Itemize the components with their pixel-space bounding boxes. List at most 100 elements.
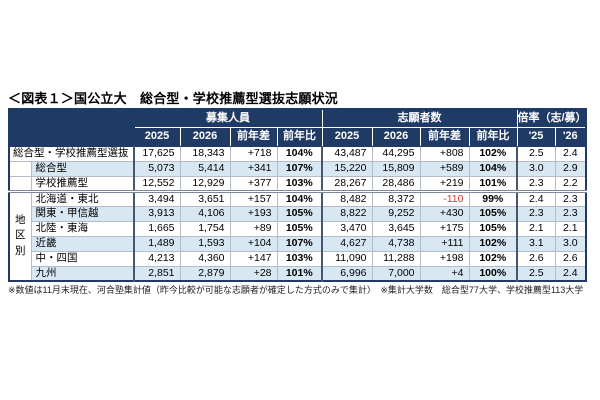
row-label: 総合型・学校推薦型選抜 [8, 145, 135, 162]
table-row: 学校推薦型 12,552 12,929 +377 103% 28,267 28,486 +21… [8, 175, 587, 192]
value-cell: 2.1 [554, 220, 587, 237]
value-cell: 104% [276, 189, 323, 207]
value-cell: 8,482 [321, 189, 373, 207]
value-cell: 3,645 [371, 220, 421, 237]
value-cell: 103% [276, 175, 323, 192]
column-header-ratio-26: '26 [554, 126, 587, 147]
value-cell: 7,000 [371, 265, 421, 282]
row-label: 学校推薦型 [30, 175, 135, 192]
column-header-applicant-2026: 2026 [371, 126, 421, 147]
value-cell: 5,073 [133, 160, 181, 177]
value-cell: 3,470 [321, 220, 373, 237]
value-cell: +198 [419, 250, 470, 267]
value-cell: 2.3 [516, 205, 556, 222]
value-cell: 2.4 [554, 265, 587, 282]
value-cell: 28,267 [321, 175, 373, 192]
value-cell: +341 [229, 160, 278, 177]
value-cell: -110 [419, 189, 470, 207]
indent-cell [8, 175, 32, 192]
value-cell: 2.5 [516, 145, 556, 162]
value-cell: 102% [468, 250, 518, 267]
row-label: 九州 [30, 265, 135, 282]
column-header-recruit-diff: 前年差 [229, 126, 278, 147]
row-label: 近畿 [30, 235, 135, 252]
row-label: 北陸・東海 [30, 220, 135, 237]
value-cell: 2.4 [516, 189, 556, 207]
value-cell: +175 [419, 220, 470, 237]
value-cell: 6,996 [321, 265, 373, 282]
value-cell: 3.0 [516, 160, 556, 177]
row-label: 関東・甲信越 [30, 205, 135, 222]
column-header-recruit-2026: 2026 [179, 126, 231, 147]
value-cell: 4,213 [133, 250, 181, 267]
value-cell: 102% [468, 145, 518, 162]
value-cell: 43,487 [321, 145, 373, 162]
header-group-row: 募集人員 志願者数 倍率（志/募） [8, 108, 587, 147]
admissions-table: 募集人員 志願者数 倍率（志/募） 2025 2026 前年差 前年比 2025… [8, 108, 587, 282]
value-cell: +104 [229, 235, 278, 252]
value-cell: 2,851 [133, 265, 181, 282]
value-cell: 2.3 [516, 175, 556, 192]
value-cell: 1,665 [133, 220, 181, 237]
value-cell: 107% [276, 235, 323, 252]
value-cell: 2.5 [516, 265, 556, 282]
value-cell: +377 [229, 175, 278, 192]
value-cell: 12,929 [179, 175, 231, 192]
value-cell: +193 [229, 205, 278, 222]
row-label: 中・四国 [30, 250, 135, 267]
value-cell: 104% [468, 160, 518, 177]
value-cell: +157 [229, 189, 278, 207]
value-cell: 102% [468, 235, 518, 252]
value-cell: 1,593 [179, 235, 231, 252]
value-cell: 104% [276, 145, 323, 162]
value-cell: +4 [419, 265, 470, 282]
region-group-label: 地区別 [8, 189, 32, 282]
value-cell: +808 [419, 145, 470, 162]
value-cell: +718 [229, 145, 278, 162]
column-header-recruit-2025: 2025 [133, 126, 181, 147]
value-cell: 2.9 [554, 160, 587, 177]
value-cell: 9,252 [371, 205, 421, 222]
column-header-ratio-25: '25 [516, 126, 556, 147]
value-cell: 12,552 [133, 175, 181, 192]
value-cell: 15,809 [371, 160, 421, 177]
value-cell: +111 [419, 235, 470, 252]
value-cell: 4,627 [321, 235, 373, 252]
table-row: 関東・甲信越 3,913 4,106 +193 105% 8,822 9,252 +430 10… [9, 205, 587, 222]
value-cell: 3,651 [179, 189, 231, 207]
value-cell: 105% [468, 205, 518, 222]
table-row: 総合型 5,073 5,414 +341 107% 15,220 15,809 +589 104… [8, 160, 587, 177]
value-cell: +28 [229, 265, 278, 282]
value-cell: 107% [276, 160, 323, 177]
value-cell: 101% [276, 265, 323, 282]
value-cell: 101% [468, 175, 518, 192]
value-cell: 5,414 [179, 160, 231, 177]
value-cell: 105% [276, 220, 323, 237]
table-row: 地区別北海道・東北 3,494 3,651 +157 104% 8,482 8,372 -11… [8, 189, 587, 282]
value-cell: 2,879 [179, 265, 231, 282]
value-cell: 18,343 [179, 145, 231, 162]
value-cell: 2.3 [554, 189, 587, 207]
value-cell: 105% [276, 205, 323, 222]
value-cell: 17,625 [133, 145, 181, 162]
footnote: ※数値は11月末現在、河合塾集計値（昨今比較が可能な志願者が確定した方式のみで集… [8, 285, 584, 295]
value-cell: 4,360 [179, 250, 231, 267]
value-cell: 2.1 [516, 220, 556, 237]
value-cell: +219 [419, 175, 470, 192]
value-cell: 2.6 [554, 250, 587, 267]
table-row: 総合型・学校推薦型選抜 17,625 18,343 +718 104% 43,487 44,… [8, 145, 587, 162]
column-group-ratio: 倍率（志/募） [516, 108, 587, 128]
column-header-recruit-yoy: 前年比 [276, 126, 323, 147]
value-cell: 3.0 [554, 235, 587, 252]
table-row: 中・四国 4,213 4,360 +147 103% 11,090 11,288 +198 10… [9, 250, 587, 267]
value-cell: 15,220 [321, 160, 373, 177]
value-cell: 2.2 [554, 175, 587, 192]
value-cell: 3,494 [133, 189, 181, 207]
row-label: 北海道・東北 [30, 189, 135, 207]
table-body: 総合型・学校推薦型選抜 17,625 18,343 +718 104% 43,487 44,… [8, 145, 587, 282]
value-cell: 1,754 [179, 220, 231, 237]
value-cell: 3.1 [516, 235, 556, 252]
column-header-applicant-2025: 2025 [321, 126, 373, 147]
value-cell: +147 [229, 250, 278, 267]
value-cell: +589 [419, 160, 470, 177]
